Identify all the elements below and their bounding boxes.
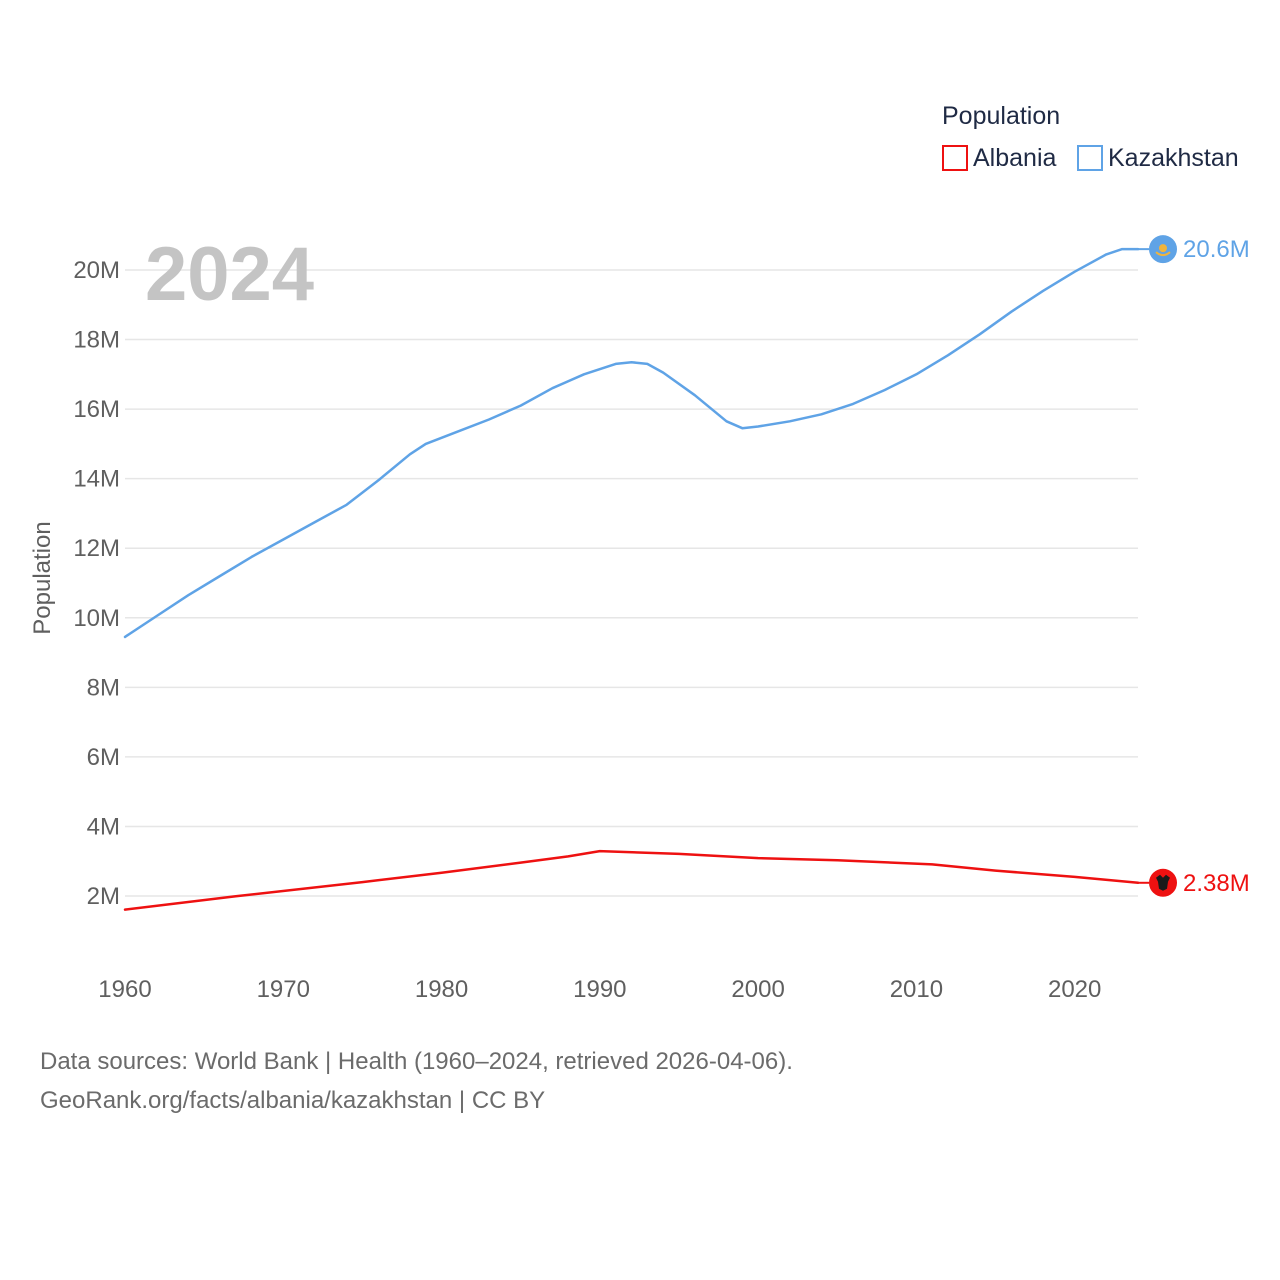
legend: Population Albania Kazakhstan [942, 102, 1239, 172]
x-tick-label-1960: 1960 [98, 976, 151, 1003]
footer-attribution[interactable]: GeoRank.org/facts/albania/kazakhstan | C… [40, 1087, 545, 1114]
legend-item-albania[interactable]: Albania [942, 144, 1056, 172]
y-tick-label-4M: 4M [87, 813, 120, 840]
y-tick-label-6M: 6M [87, 744, 120, 771]
footer-source: Data sources: World Bank | Health (1960–… [40, 1048, 793, 1075]
y-tick-label-10M: 10M [73, 605, 120, 632]
y-axis-title: Population [29, 521, 56, 634]
legend-swatch-kazakhstan [1077, 145, 1103, 171]
series-line-albania [123, 849, 1140, 911]
y-tick-label-18M: 18M [73, 327, 120, 354]
x-tick-label-2000: 2000 [731, 976, 784, 1003]
x-tick-label-1990: 1990 [573, 976, 626, 1003]
x-tick-label-1970: 1970 [257, 976, 310, 1003]
series-line-kazakhstan [123, 247, 1140, 639]
legend-item-kazakhstan[interactable]: Kazakhstan [1077, 144, 1239, 172]
sun-icon [1159, 244, 1167, 253]
year-indicator: 2024 [145, 232, 314, 317]
y-tick-label-2M: 2M [87, 883, 120, 910]
x-tick-label-2020: 2020 [1048, 976, 1101, 1003]
end-label-albania: 2.38M [1183, 870, 1250, 897]
eagle-icon [1156, 874, 1170, 891]
y-tick-label-8M: 8M [87, 674, 120, 701]
end-label-kazakhstan: 20.6M [1183, 236, 1250, 263]
y-tick-label-16M: 16M [73, 396, 120, 423]
y-axis-ticks: 2M 4M 6M 8M 10M 12M 14M 16M 18M 20M [73, 257, 120, 910]
series-end-markers: 2.38M 20.6M [1138, 235, 1250, 897]
legend-label-kazakhstan: Kazakhstan [1108, 144, 1239, 172]
x-axis-ticks: 1960 1970 1980 1990 2000 2010 2020 [98, 976, 1101, 1003]
y-tick-label-20M: 20M [73, 257, 120, 284]
grid-lines [125, 269, 1138, 897]
y-tick-label-14M: 14M [73, 466, 120, 493]
y-tick-label-12M: 12M [73, 535, 120, 562]
legend-label-albania: Albania [973, 144, 1056, 172]
legend-swatch-albania [942, 145, 968, 171]
steppe-eagle-icon [1155, 251, 1171, 257]
series-lines [123, 247, 1140, 911]
x-tick-label-1980: 1980 [415, 976, 468, 1003]
x-tick-label-2010: 2010 [890, 976, 943, 1003]
legend-title: Population [942, 102, 1060, 130]
